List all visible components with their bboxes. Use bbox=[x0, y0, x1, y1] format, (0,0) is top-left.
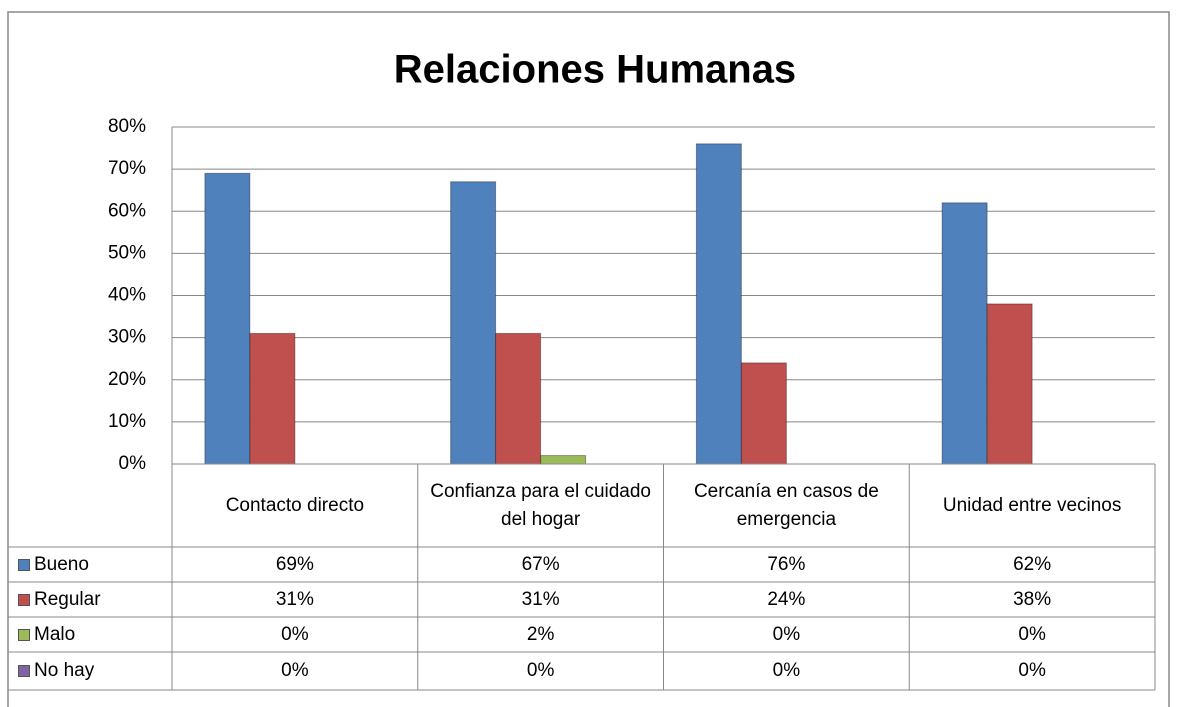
table-value-text: 0% bbox=[772, 660, 801, 681]
legend-item: Malo bbox=[8, 617, 172, 652]
table-value-text: 2% bbox=[526, 623, 555, 645]
frame bbox=[7, 11, 1170, 707]
legend-item: Regular bbox=[8, 582, 172, 617]
legend-key bbox=[18, 665, 30, 677]
x-tick-label-text: Unidad entre vecinos bbox=[942, 494, 1122, 516]
bar bbox=[495, 332, 542, 465]
legend-key bbox=[18, 628, 30, 641]
y-tick-label: 20% bbox=[108, 369, 146, 390]
table-value: 31% bbox=[418, 582, 664, 617]
y-tick-label: 60% bbox=[108, 200, 146, 221]
bar bbox=[540, 455, 587, 465]
x-tick-label-text: Confianza para el cuidado del hogar bbox=[430, 480, 651, 530]
bar bbox=[450, 181, 497, 465]
bar bbox=[695, 143, 742, 465]
y-tick-label: 50% bbox=[108, 242, 146, 263]
legend-label: Bueno bbox=[34, 553, 89, 575]
table-value: 0% bbox=[909, 617, 1155, 652]
table-value: 69% bbox=[172, 547, 418, 582]
y-tick-label: 10% bbox=[108, 411, 146, 432]
table-value-text: 76% bbox=[767, 553, 806, 575]
legend-key bbox=[18, 558, 30, 571]
legend-item: Bueno bbox=[8, 547, 172, 582]
table-value: 2% bbox=[418, 617, 664, 652]
table-value: 0% bbox=[664, 652, 910, 690]
table-value-text: 24% bbox=[767, 588, 806, 610]
table-value-text: 0% bbox=[1018, 623, 1046, 645]
bar bbox=[249, 332, 296, 465]
table-value-text: 69% bbox=[275, 553, 314, 575]
x-tick-label: Cercanía en casos de emergencia bbox=[664, 464, 910, 547]
legend-key bbox=[18, 593, 30, 606]
legend-label: No hay bbox=[34, 660, 95, 681]
table-value-text: 0% bbox=[281, 623, 309, 645]
table-value: 38% bbox=[909, 582, 1155, 617]
y-tick-label: 70% bbox=[108, 158, 146, 179]
x-tick-label: Contacto directo bbox=[172, 464, 418, 547]
table-value-text: 0% bbox=[1018, 660, 1046, 681]
y-tick-label: 0% bbox=[119, 453, 147, 474]
table-value: 0% bbox=[172, 652, 418, 690]
legend-label: Regular bbox=[34, 588, 101, 610]
x-tick-label-text: Contacto directo bbox=[225, 494, 365, 516]
table-value: 76% bbox=[664, 547, 910, 582]
y-tick-label: 40% bbox=[108, 285, 146, 306]
table-value-text: 31% bbox=[275, 588, 314, 610]
table-value-text: 62% bbox=[1013, 553, 1052, 575]
table-value-text: 38% bbox=[1013, 588, 1052, 610]
chart-title: Relaciones Humanas bbox=[394, 48, 796, 92]
bar bbox=[986, 303, 1033, 465]
table-value-text: 0% bbox=[772, 623, 801, 645]
legend-item: No hay bbox=[8, 652, 172, 690]
legend-label: Malo bbox=[34, 623, 76, 645]
x-tick-label: Unidad entre vecinos bbox=[909, 464, 1155, 547]
table-value: 0% bbox=[909, 652, 1155, 690]
x-tick-label-text: Cercanía en casos de emergencia bbox=[693, 480, 879, 530]
table-value-text: 31% bbox=[521, 588, 560, 610]
table-value-text: 67% bbox=[521, 553, 560, 575]
y-tick-label: 30% bbox=[108, 327, 146, 348]
table-value: 24% bbox=[664, 582, 910, 617]
table-value: 0% bbox=[664, 617, 910, 652]
table-value: 0% bbox=[172, 617, 418, 652]
table-value-text: 0% bbox=[526, 660, 555, 681]
table-value: 62% bbox=[909, 547, 1155, 582]
table-value: 67% bbox=[418, 547, 664, 582]
bar bbox=[941, 202, 988, 465]
bar bbox=[740, 362, 787, 465]
x-tick-label: Confianza para el cuidado del hogar bbox=[418, 464, 664, 547]
y-tick-label: 80% bbox=[108, 116, 146, 137]
table-value: 31% bbox=[172, 582, 418, 617]
table-value: 0% bbox=[418, 652, 664, 690]
bar bbox=[204, 172, 251, 465]
table-value-text: 0% bbox=[281, 660, 309, 681]
